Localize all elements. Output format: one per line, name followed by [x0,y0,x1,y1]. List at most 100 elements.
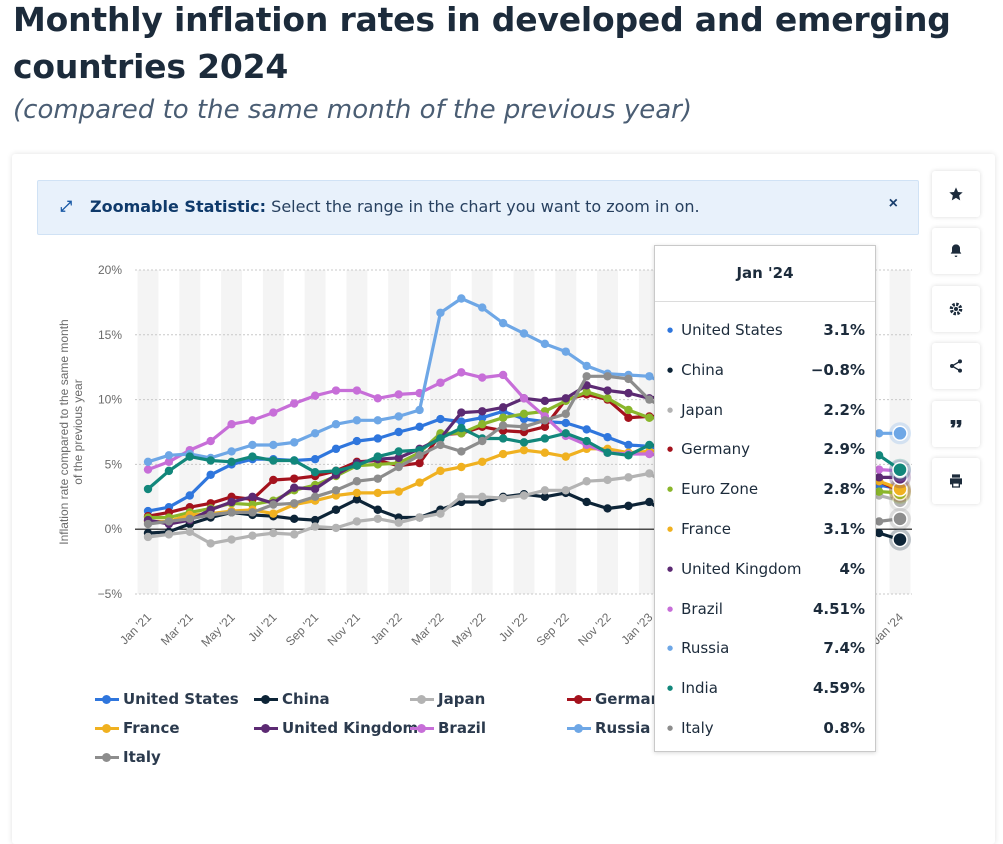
data-point [331,386,341,395]
data-point [143,484,153,494]
data-point [498,434,508,443]
data-point [645,372,654,381]
tooltip-row: ● Brazil 4.51% [667,600,865,618]
data-point [143,532,153,542]
data-point [227,508,236,517]
cite-button[interactable] [932,401,980,447]
legend-marker [95,724,119,733]
tooltip-dot: ● [667,326,674,334]
background-band [471,270,493,594]
x-tick-label: Sep '22 [533,610,572,649]
share-button[interactable] [932,343,980,389]
data-point [373,474,382,483]
legend-label: France [123,719,180,737]
data-point [373,394,382,403]
tooltip-series-value: 2.2% [823,400,865,419]
legend-marker [254,724,278,733]
data-point [498,403,508,412]
data-point [352,477,362,486]
legend-item[interactable]: United States [95,690,239,708]
legend-item[interactable]: Italy [95,748,161,766]
data-point [645,440,654,450]
data-point [498,318,508,328]
y-tick-label: 20% [98,263,122,277]
tooltip-row: ● India 4.59% [667,679,865,697]
tooltip-series-name: Brazil [681,599,723,618]
data-point [582,497,591,507]
data-point [519,438,529,447]
data-point [582,372,591,381]
tooltip-header: Jan '24 [736,264,794,282]
legend-item[interactable]: Brazil [410,719,486,737]
data-point [415,422,424,432]
data-point [310,455,320,464]
data-point [561,452,570,461]
x-tick-label: Jul '21 [245,610,279,644]
tooltip-series-name: Italy [681,719,714,737]
data-point [415,405,424,415]
data-point [436,308,445,317]
tooltip-row: ● France 3.1% [667,520,865,538]
data-point [373,514,382,524]
data-point [624,451,633,460]
gear-icon [949,302,963,316]
tooltip-row: ● Germany 2.9% [667,440,865,458]
data-point [457,294,466,303]
data-point [498,421,508,430]
data-point [874,517,884,526]
legend-item[interactable]: Germany [567,690,671,708]
data-point [164,517,174,526]
data-point [415,451,424,460]
highlight-point [892,461,908,478]
data-point [352,495,362,504]
legend-item[interactable]: Japan [410,690,485,708]
page-subtitle: (compared to the same month of the previ… [13,95,692,125]
data-point [331,505,341,514]
notification-button[interactable] [932,228,980,274]
legend-label: United States [123,690,239,708]
data-point [143,457,153,467]
legend-item[interactable]: China [254,690,330,708]
tooltip-series-name: India [681,679,718,698]
data-point [436,509,445,518]
data-point [269,528,278,538]
data-point [436,378,445,387]
data-point [457,408,466,417]
bell-icon [950,244,962,257]
print-button[interactable] [932,458,980,504]
y-tick-label: −5% [98,587,123,601]
data-point [248,452,257,461]
legend-label: Germany [595,690,672,708]
data-point [498,370,508,380]
settings-button[interactable] [932,286,980,332]
data-point [540,396,550,406]
data-point [874,429,884,438]
data-point [498,493,508,503]
data-point [874,473,884,482]
data-point [352,517,362,526]
data-point [645,497,654,507]
legend-item[interactable]: Russia [567,719,650,737]
data-point [498,413,508,422]
data-point [519,422,529,432]
data-point [457,423,466,433]
data-point [352,488,362,498]
data-point [415,513,424,522]
legend-item[interactable]: United Kingdom [254,719,418,737]
tooltip-divider [655,301,875,302]
page-title: Monthly inflation rates in developed and… [13,0,951,86]
print-icon [950,474,962,488]
data-point [248,531,257,540]
data-point [540,422,550,432]
tooltip-series-value: 0.8% [823,719,865,737]
favorite-button[interactable] [932,171,980,217]
legend-item[interactable]: France [95,719,180,737]
share-icon [950,359,962,373]
data-point [269,509,278,518]
legend-marker [410,695,434,704]
tooltip-series-value: 3.1% [823,321,865,339]
data-point [143,465,153,474]
data-point [352,416,362,425]
close-icon[interactable]: × [888,195,898,212]
data-point [519,329,529,338]
